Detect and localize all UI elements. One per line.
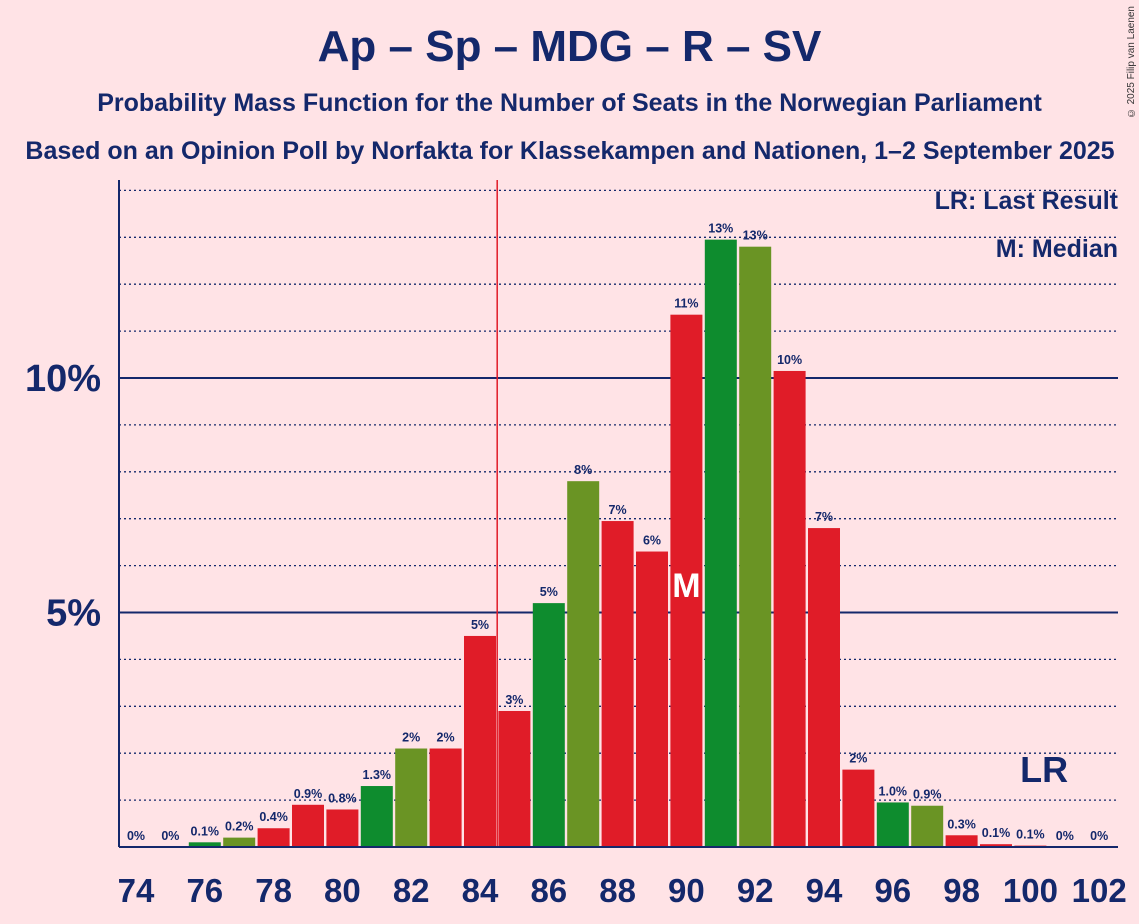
bar-label-seat-81: 1.3% bbox=[363, 768, 392, 782]
bar-label-seat-102: 0% bbox=[1090, 829, 1108, 843]
bar-label-seat-78: 0.4% bbox=[259, 810, 288, 824]
bar-seat-78 bbox=[257, 828, 290, 847]
gridlines bbox=[119, 189, 1118, 801]
bar-seat-97 bbox=[911, 805, 944, 847]
bar-label-seat-99: 0.1% bbox=[982, 826, 1011, 840]
bar-seat-77 bbox=[223, 837, 256, 847]
bar-seat-96 bbox=[876, 802, 909, 847]
chart-title: Ap – Sp – MDG – R – SV bbox=[317, 22, 822, 71]
x-tick-label-82: 82 bbox=[393, 872, 430, 909]
bar-label-seat-86: 5% bbox=[540, 585, 558, 599]
bar-label-seat-92: 13% bbox=[743, 229, 768, 243]
bar-label-seat-77: 0.2% bbox=[225, 820, 254, 834]
bar-labels-group: 0% 0% 0.1% 0.2% 0.4% 0.9% 0.8% 1.3% 2% 2% 5% 3% 5% 8%… bbox=[127, 222, 1108, 843]
x-tick-label-88: 88 bbox=[599, 872, 636, 909]
bar-label-seat-96: 1.0% bbox=[879, 784, 908, 798]
bar-label-seat-76: 0.1% bbox=[191, 824, 220, 838]
overlay-group: LR M bbox=[496, 180, 1068, 847]
y-tick-label-5: 5% bbox=[46, 593, 101, 635]
bar-seat-89 bbox=[636, 551, 668, 847]
bar-seat-79 bbox=[292, 804, 324, 847]
bar-seat-94 bbox=[808, 528, 840, 847]
x-tick-label-76: 76 bbox=[186, 872, 223, 909]
median-marker: M bbox=[672, 567, 700, 605]
bar-seat-92 bbox=[739, 246, 772, 847]
bars-group bbox=[188, 239, 1047, 847]
x-tick-label-78: 78 bbox=[255, 872, 292, 909]
bar-label-seat-75: 0% bbox=[161, 829, 179, 843]
y-tick-label-10: 10% bbox=[25, 358, 101, 400]
x-tick-label-94: 94 bbox=[806, 872, 843, 909]
bar-label-seat-83: 2% bbox=[437, 731, 455, 745]
bar-label-seat-79: 0.9% bbox=[294, 787, 323, 801]
x-tick-label-74: 74 bbox=[118, 872, 155, 909]
x-tick-label-86: 86 bbox=[530, 872, 567, 909]
legend-median: M: Median bbox=[996, 235, 1118, 263]
last-result-label: LR bbox=[1020, 749, 1068, 790]
bar-seat-99 bbox=[980, 844, 1012, 847]
x-tick-label-100: 100 bbox=[1003, 872, 1058, 909]
x-tick-label-96: 96 bbox=[874, 872, 911, 909]
bar-label-seat-88: 7% bbox=[609, 503, 627, 517]
bar-label-seat-80: 0.8% bbox=[328, 791, 357, 805]
bar-label-seat-95: 2% bbox=[849, 752, 867, 766]
chart-subtitle: Probability Mass Function for the Number… bbox=[97, 89, 1042, 117]
bar-seat-95 bbox=[842, 769, 875, 847]
bar-seat-85 bbox=[498, 710, 531, 847]
bar-seat-76 bbox=[188, 842, 221, 847]
x-tick-label-84: 84 bbox=[462, 872, 499, 909]
x-tick-label-80: 80 bbox=[324, 872, 361, 909]
x-tick-label-90: 90 bbox=[668, 872, 705, 909]
bar-label-seat-87: 8% bbox=[574, 463, 592, 477]
bar-seat-81 bbox=[360, 786, 393, 847]
bar-label-seat-97: 0.9% bbox=[913, 788, 942, 802]
bar-seat-93 bbox=[773, 370, 806, 847]
bar-label-seat-93: 10% bbox=[777, 353, 802, 367]
bar-label-seat-84: 5% bbox=[471, 618, 489, 632]
bar-seat-87 bbox=[567, 481, 600, 847]
bar-label-seat-89: 6% bbox=[643, 534, 661, 548]
legend-last-result: LR: Last Result bbox=[935, 187, 1119, 215]
bar-label-seat-101: 0% bbox=[1056, 829, 1074, 843]
x-tick-label-98: 98 bbox=[943, 872, 980, 909]
bar-label-seat-98: 0.3% bbox=[947, 817, 976, 831]
axes-group: 5% 10% 74 76 78 80 82 84 86 88 90 92 94 96 98 100 102 bbox=[25, 180, 1127, 909]
bar-seat-86 bbox=[532, 603, 565, 847]
bar-label-seat-90: 11% bbox=[674, 297, 698, 311]
bar-label-seat-82: 2% bbox=[402, 731, 420, 745]
bar-label-seat-94: 7% bbox=[815, 510, 833, 524]
bar-label-seat-100: 0.1% bbox=[1016, 828, 1045, 842]
bar-seat-84 bbox=[464, 635, 496, 847]
bar-seat-90 bbox=[670, 314, 703, 847]
bar-label-seat-74: 0% bbox=[127, 829, 145, 843]
bar-label-seat-91: 13% bbox=[708, 222, 733, 236]
bar-seat-98 bbox=[945, 835, 978, 847]
x-tick-label-92: 92 bbox=[737, 872, 774, 909]
bar-seat-80 bbox=[326, 809, 359, 847]
chart-source: Based on an Opinion Poll by Norfakta for… bbox=[25, 137, 1115, 165]
bar-seat-82 bbox=[395, 748, 428, 847]
bar-seat-91 bbox=[704, 239, 737, 847]
bar-seat-83 bbox=[429, 748, 462, 847]
bar-seat-88 bbox=[601, 521, 634, 847]
bar-label-seat-85: 3% bbox=[505, 693, 523, 707]
x-tick-label-102: 102 bbox=[1072, 872, 1127, 909]
